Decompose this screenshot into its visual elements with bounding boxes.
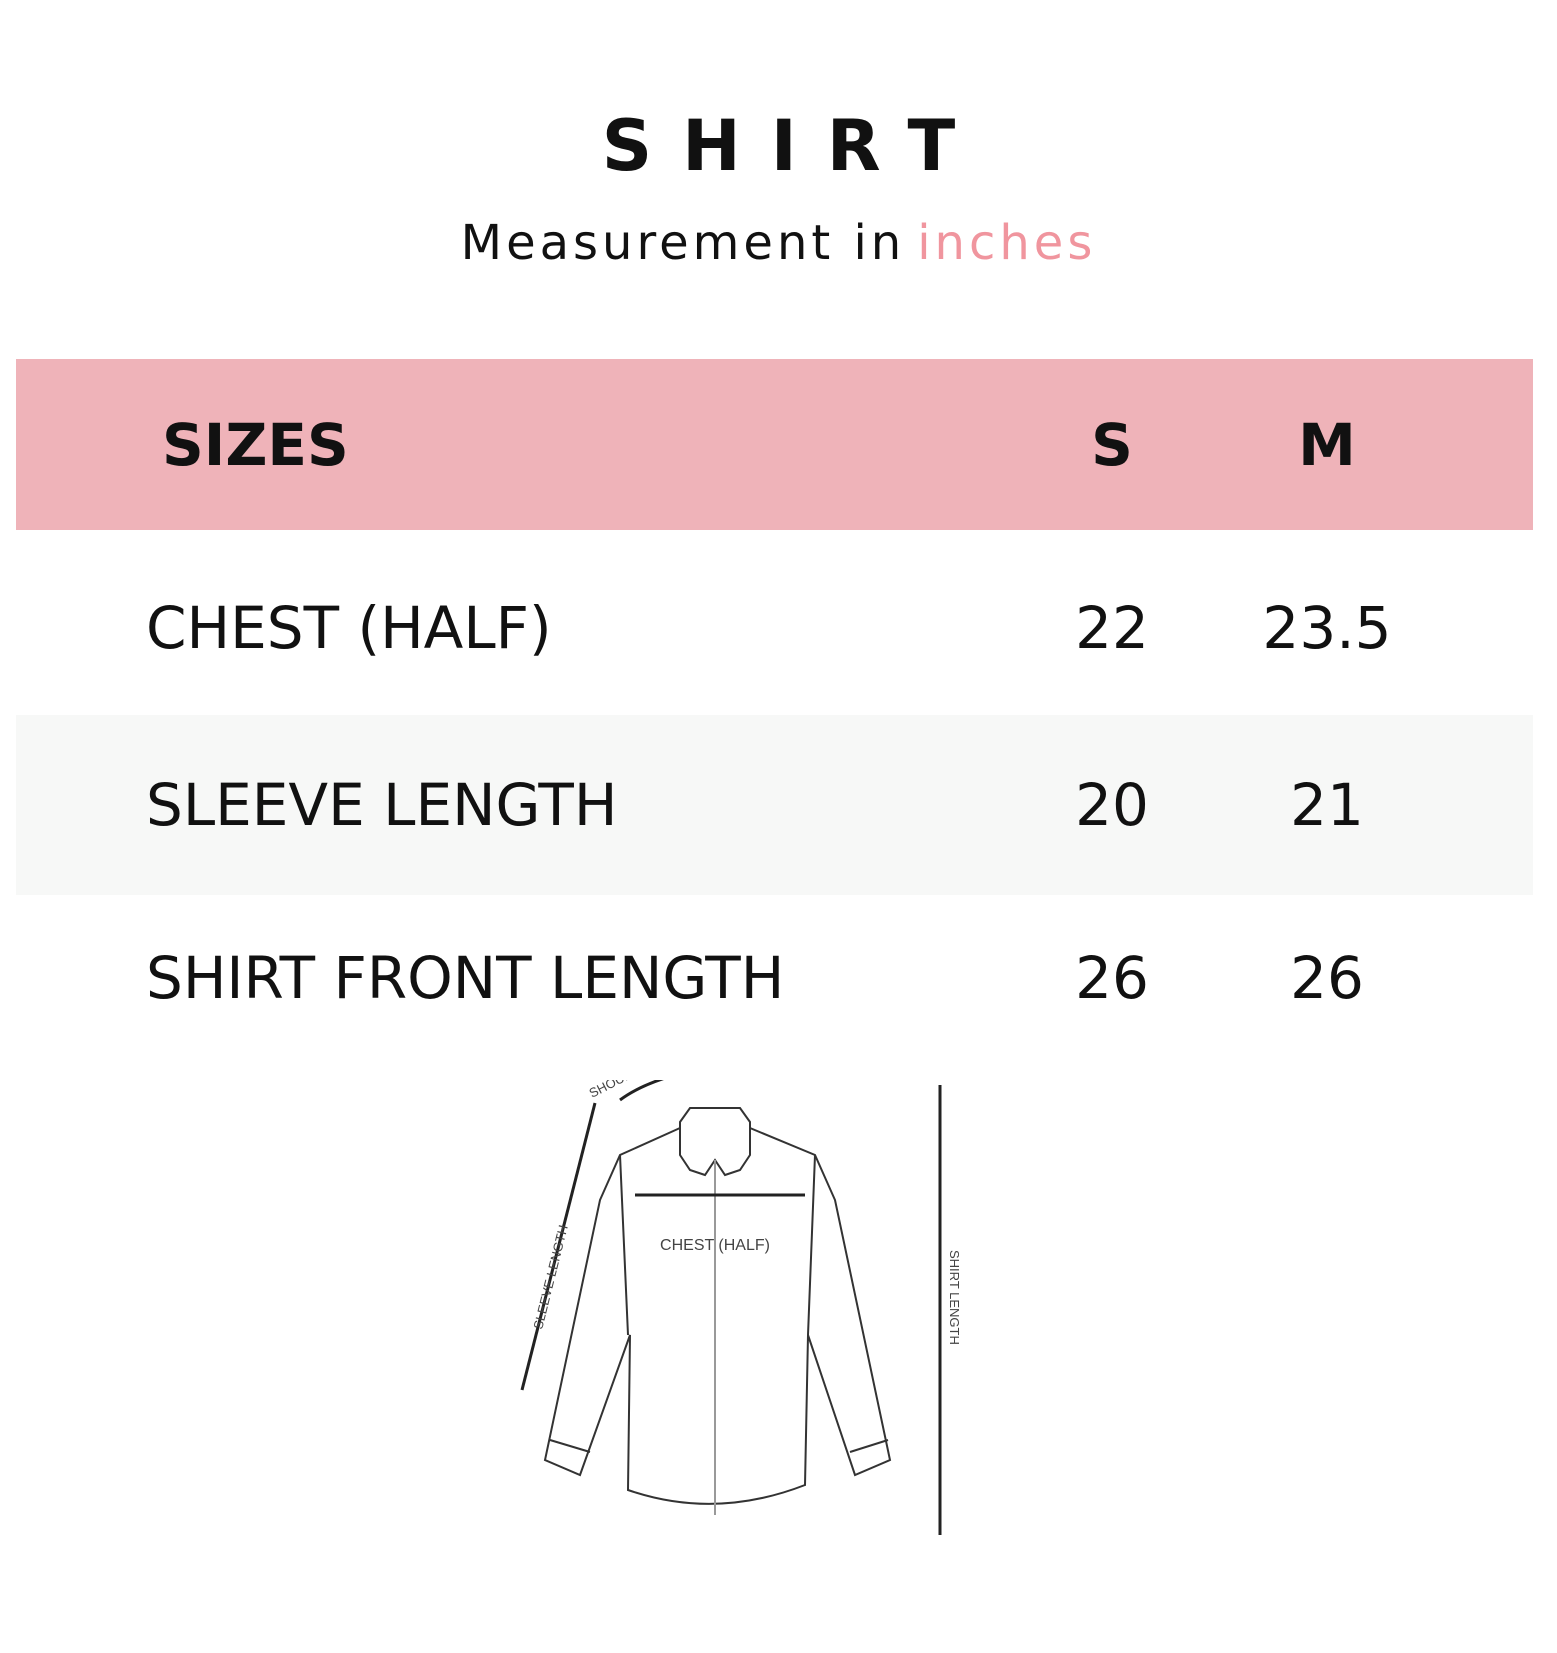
shirt-outline-icon [543,1107,892,1515]
table-row: SLEEVE LENGTH 20 21 [16,715,1533,895]
row-label: SLEEVE LENGTH [146,771,618,839]
subtitle: Measurement in inches [0,215,1557,271]
subtitle-prefix: Measurement in [460,215,906,271]
header-sizes: SIZES [162,410,349,479]
row-label: SHIRT FRONT LENGTH [146,943,785,1012]
sleeve-arrow [520,1102,597,1391]
header-s: S [1091,410,1133,479]
length-label: SHIRT LENGTH [947,1250,962,1345]
table-row: SHIRT FRONT LENGTH 26 26 [16,895,1533,1060]
shirt-diagram: CHEST (HALF) SLEEVE LENGTH SHIRT LENGTH … [520,1080,962,1535]
shoulder-arrow [619,1080,665,1102]
row-label: CHEST (HALF) [146,593,552,662]
table-header: SIZES S M [16,359,1533,530]
page-title: SHIRT [601,105,986,187]
row-value-s: 20 [1075,771,1149,839]
sleeve-label: SLEEVE LENGTH [530,1223,570,1330]
table-row: CHEST (HALF) 22 23.5 [16,540,1533,715]
row-value-s: 26 [1075,943,1149,1012]
row-value-s: 22 [1075,593,1149,662]
row-value-m: 26 [1290,943,1364,1012]
header-m: M [1298,410,1356,479]
chest-label: CHEST (HALF) [660,1237,770,1254]
row-value-m: 21 [1290,771,1364,839]
row-value-m: 23.5 [1262,593,1392,662]
unit-label: inches [917,215,1097,271]
